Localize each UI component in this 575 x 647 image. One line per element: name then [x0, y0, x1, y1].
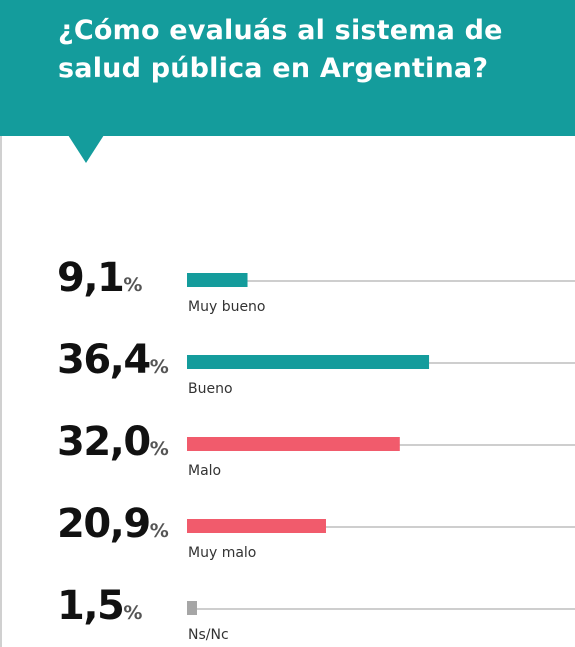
value-percent-ns-nc: %	[123, 602, 142, 624]
bar-bueno	[187, 355, 430, 369]
bar-muy-bueno	[187, 273, 248, 287]
bar-muy-malo	[187, 519, 326, 533]
value-number-bueno: 36,4	[57, 337, 150, 383]
category-label-muy-malo: Muy malo	[188, 545, 256, 561]
category-label-bueno: Bueno	[188, 381, 233, 397]
chart-title-line-2: salud pública en Argentina?	[58, 53, 489, 84]
value-label-muy-malo: 20,9%	[57, 501, 169, 547]
value-label-muy-bueno: 9,1%	[57, 255, 142, 301]
category-label-malo: Malo	[188, 463, 221, 479]
header-banner: ¿Cómo evaluás al sistema de salud públic…	[0, 0, 575, 136]
header-pointer	[68, 135, 104, 163]
value-percent-bueno: %	[150, 356, 169, 378]
bar-malo	[187, 437, 400, 451]
value-number-ns-nc: 1,5	[57, 583, 123, 629]
category-label-ns-nc: Ns/Nc	[188, 627, 229, 643]
value-label-bueno: 36,4%	[57, 337, 169, 383]
value-percent-muy-malo: %	[150, 520, 169, 542]
value-label-malo: 32,0%	[57, 419, 169, 465]
category-label-muy-bueno: Muy bueno	[188, 299, 266, 315]
value-number-muy-malo: 20,9	[57, 501, 150, 547]
value-percent-muy-bueno: %	[123, 274, 142, 296]
chart-title-line-1: ¿Cómo evaluás al sistema de	[58, 15, 503, 46]
value-number-muy-bueno: 9,1	[57, 255, 123, 301]
left-border-line	[0, 136, 2, 647]
chart-title: ¿Cómo evaluás al sistema de salud públic…	[58, 12, 558, 88]
value-label-ns-nc: 1,5%	[57, 583, 142, 629]
value-number-malo: 32,0	[57, 419, 150, 465]
value-percent-malo: %	[150, 438, 169, 460]
bar-ns-nc	[187, 601, 197, 615]
